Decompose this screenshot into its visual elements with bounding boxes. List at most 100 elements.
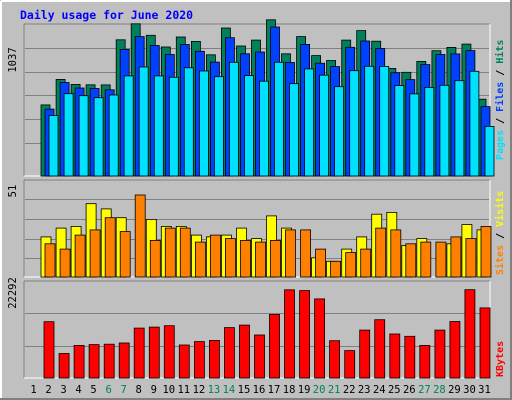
bar-sites-day-21 [330,260,342,278]
bar-pages-day-24 [379,66,390,177]
x-tick-label-16: 16 [253,384,266,396]
bar-pages-day-13 [213,76,224,177]
bar-kbytes-day-25 [389,333,401,379]
bar-kbytes-day-30 [464,289,476,379]
x-axis-labels: 1 2 3 4 5 6 7 8 9 10 11 12 13 14 15 16 17 18 19 20 21 22 23 24 2… [30,384,490,396]
bar-sites-day-25 [390,229,402,278]
x-tick-label-30: 30 [463,384,476,396]
bar-pages-day-21 [334,86,345,177]
x-tick-label-10: 10 [162,384,175,396]
x-tick-label-29: 29 [448,384,461,396]
bar-kbytes-day-4 [73,344,85,379]
bar-pages-day-2 [48,115,59,177]
bar-sites-day-6 [104,217,116,278]
bar-sites-day-27 [420,241,432,278]
bar-kbytes-day-28 [434,329,446,379]
bar-pages-day-17 [274,61,284,177]
x-tick-label-9: 9 [151,384,157,396]
bar-pages-day-12 [198,70,209,177]
bar-kbytes-day-19 [299,290,311,379]
hits-panel-legend: Pages / Files / Hits [494,40,506,160]
legend-files: Files [494,82,506,112]
bar-kbytes-day-24 [374,319,386,379]
bar-sites-day-15 [240,239,251,278]
bar-sites-day-24 [375,227,387,278]
x-tick-label-7: 7 [121,384,127,396]
x-tick-label-6: 6 [106,384,112,396]
bar-sites-day-10 [164,227,176,278]
bar-sites-day-29 [450,236,462,278]
bar-kbytes-day-21 [329,340,341,379]
x-tick-label-4: 4 [75,384,81,396]
visits-panel-legend: Sites / Visits [494,191,506,275]
bar-sites-day-20 [315,248,327,278]
bar-sites-day-19 [300,229,312,278]
bar-pages-day-8 [138,66,149,177]
bar-pages-day-7 [123,75,134,177]
legend-sites: Sites [494,245,506,275]
x-tick-label-3: 3 [60,384,66,396]
bar-sites-day-26 [405,243,417,278]
x-tick-label-20: 20 [313,384,326,396]
x-tick-label-15: 15 [238,384,251,396]
bar-pages-day-31 [484,126,495,177]
bar-sites-day-13 [209,234,221,278]
bar-sites-day-30 [465,238,477,278]
bar-kbytes-day-3 [58,353,70,379]
x-tick-label-31: 31 [478,384,491,396]
bar-sites-day-22 [345,252,357,278]
bar-pages-day-10 [168,76,179,177]
bar-pages-day-6 [108,94,119,177]
bar-sites-day-28 [435,241,447,278]
x-tick-label-21: 21 [328,384,341,396]
x-tick-label-28: 28 [433,384,446,396]
bar-sites-day-4 [74,234,86,278]
bar-sites-day-2 [44,243,56,278]
kbytes-panel-legend: KBytes [495,341,506,377]
bar-kbytes-day-11 [178,344,190,379]
bar-kbytes-day-9 [148,326,160,379]
visits-max-label: 51 [7,185,19,198]
kbytes-panel [23,280,491,379]
bar-kbytes-day-12 [193,341,205,379]
bar-kbytes-day-26 [404,335,416,379]
bar-pages-day-5 [93,97,104,177]
legend-hits: Hits [494,40,506,64]
bar-pages-day-19 [304,68,315,177]
bar-kbytes-day-15 [239,324,250,379]
bar-sites-day-16 [255,241,266,278]
kbytes-max-label: 22292 [7,277,19,309]
bar-pages-day-20 [319,74,330,177]
bar-kbytes-day-31 [479,307,491,379]
bar-sites-day-23 [360,248,372,278]
x-tick-label-27: 27 [418,384,431,396]
bar-kbytes-day-8 [133,327,145,379]
x-tick-label-12: 12 [193,384,206,396]
bar-sites-day-3 [59,248,71,278]
bar-pages-day-14 [228,61,239,177]
bar-sites-day-12 [194,241,206,278]
x-tick-label-8: 8 [136,384,142,396]
x-tick-label-19: 19 [298,384,311,396]
bar-kbytes-day-23 [359,329,371,379]
bar-sites-day-31 [480,225,492,278]
bar-sites-day-9 [149,239,161,278]
bar-pages-day-16 [259,80,269,177]
bar-pages-day-26 [409,93,420,177]
bar-kbytes-day-29 [449,321,461,379]
hits-files-pages-panel [23,19,495,177]
bar-kbytes-day-5 [88,344,100,379]
bar-pages-day-11 [183,67,194,177]
bar-kbytes-day-10 [163,325,175,379]
bar-pages-day-3 [63,93,74,177]
bar-sites-day-14 [224,238,236,278]
x-tick-label-22: 22 [343,384,356,396]
bar-pages-day-9 [153,75,164,177]
bar-pages-day-29 [454,80,465,177]
x-tick-label-1: 1 [30,384,36,396]
x-tick-label-5: 5 [90,384,96,396]
bar-pages-day-25 [394,85,405,177]
bar-pages-day-15 [244,75,254,177]
chart-title: Daily usage for June 2020 [20,8,193,22]
